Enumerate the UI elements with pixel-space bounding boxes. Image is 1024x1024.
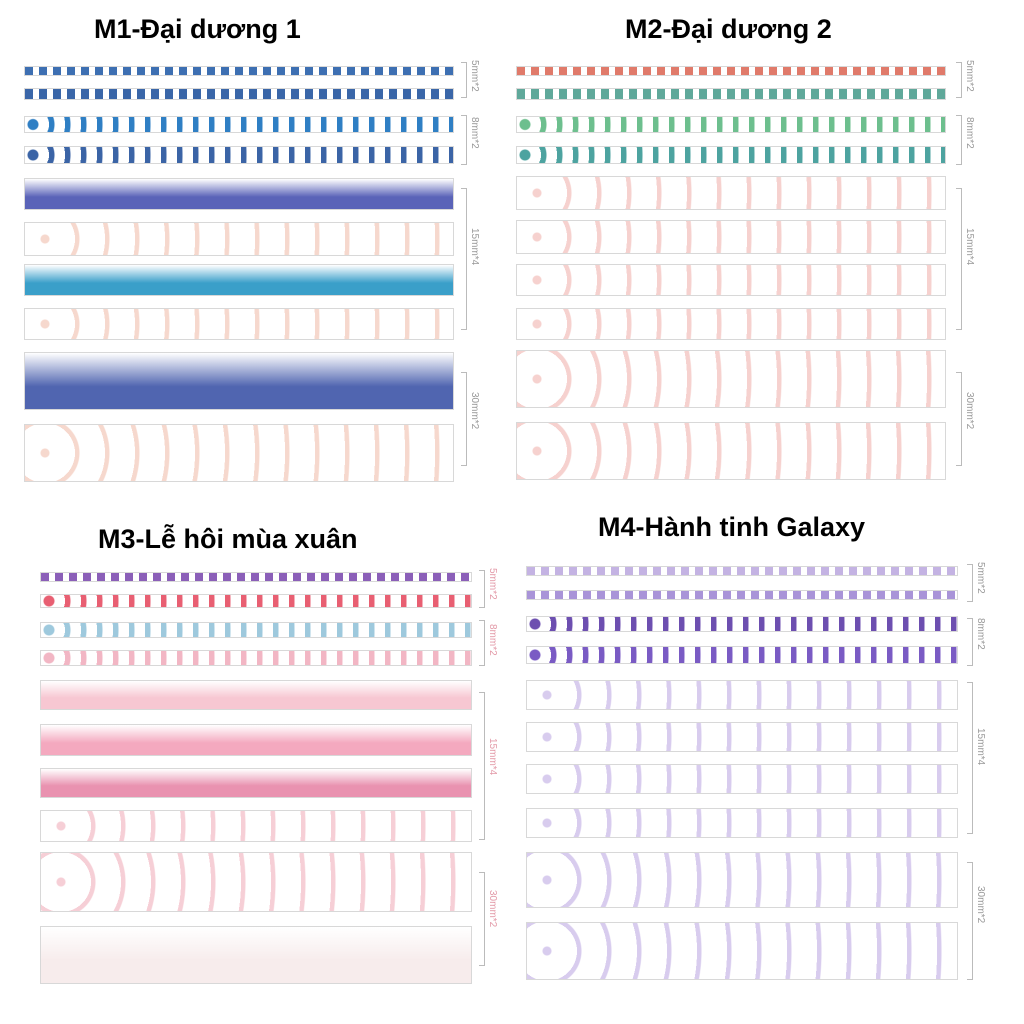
washi-tape-strip bbox=[40, 650, 472, 666]
washi-tape-strip bbox=[24, 352, 454, 410]
size-bracket bbox=[479, 570, 485, 608]
size-label: 15mm*4 bbox=[975, 728, 986, 766]
panel-title-m1: M1-Đại dương 1 bbox=[94, 14, 301, 44]
washi-tape-strip bbox=[40, 594, 472, 608]
washi-tape-strip bbox=[526, 566, 958, 576]
washi-tape-strip bbox=[40, 724, 472, 756]
size-label: 8mm*2 bbox=[487, 624, 498, 656]
washi-tape-strip bbox=[24, 146, 454, 164]
size-label: 8mm*2 bbox=[964, 117, 975, 149]
washi-tape-strip bbox=[24, 178, 454, 210]
washi-tape-strip bbox=[526, 616, 958, 632]
washi-tape-strip bbox=[516, 422, 946, 480]
size-label: 5mm*2 bbox=[469, 60, 480, 92]
size-bracket bbox=[461, 188, 467, 330]
size-bracket bbox=[956, 188, 962, 330]
washi-tape-strip bbox=[516, 88, 946, 100]
washi-tape-strip bbox=[516, 308, 946, 340]
size-label: 8mm*2 bbox=[975, 618, 986, 650]
washi-tape-strip bbox=[516, 176, 946, 210]
panel-title-m3: M3-Lễ hôi mùa xuân bbox=[98, 524, 358, 554]
size-bracket bbox=[967, 618, 973, 666]
washi-tape-strip bbox=[40, 926, 472, 984]
washi-tape-strip bbox=[24, 88, 454, 100]
size-bracket bbox=[967, 564, 973, 602]
washi-tape-strip bbox=[526, 764, 958, 794]
size-bracket bbox=[461, 372, 467, 466]
washi-tape-strip bbox=[526, 808, 958, 838]
washi-tape-strip bbox=[40, 852, 472, 912]
washi-tape-strip bbox=[40, 572, 472, 582]
washi-tape-strip bbox=[526, 646, 958, 664]
size-bracket bbox=[461, 115, 467, 165]
washi-tape-strip bbox=[24, 116, 454, 133]
washi-tape-strip bbox=[24, 308, 454, 340]
washi-tape-strip bbox=[40, 768, 472, 798]
size-bracket bbox=[461, 62, 467, 98]
size-label: 30mm*2 bbox=[487, 890, 498, 928]
washi-tape-strip bbox=[24, 264, 454, 296]
washi-tape-strip bbox=[526, 680, 958, 710]
washi-tape-strip bbox=[516, 66, 946, 76]
washi-tape-strip bbox=[24, 222, 454, 256]
washi-tape-strip bbox=[526, 922, 958, 980]
size-label: 5mm*2 bbox=[975, 562, 986, 594]
size-bracket bbox=[479, 872, 485, 966]
size-bracket bbox=[967, 682, 973, 834]
size-label: 15mm*4 bbox=[469, 228, 480, 266]
washi-tape-strip bbox=[40, 680, 472, 710]
washi-tape-strip bbox=[40, 622, 472, 638]
size-bracket bbox=[956, 372, 962, 466]
size-label: 5mm*2 bbox=[487, 568, 498, 600]
size-bracket bbox=[479, 692, 485, 840]
size-bracket bbox=[956, 62, 962, 98]
washi-tape-strip bbox=[24, 424, 454, 482]
size-label: 5mm*2 bbox=[964, 60, 975, 92]
washi-tape-strip bbox=[526, 590, 958, 600]
washi-tape-strip bbox=[516, 264, 946, 296]
size-label: 8mm*2 bbox=[469, 117, 480, 149]
size-bracket bbox=[956, 115, 962, 165]
panel-title-m4: M4-Hành tinh Galaxy bbox=[598, 512, 866, 542]
size-label: 15mm*4 bbox=[487, 738, 498, 776]
washi-tape-strip bbox=[516, 220, 946, 254]
washi-tape-strip bbox=[40, 810, 472, 842]
washi-tape-strip bbox=[526, 722, 958, 752]
size-bracket bbox=[479, 620, 485, 666]
washi-tape-strip bbox=[516, 350, 946, 408]
size-label: 15mm*4 bbox=[964, 228, 975, 266]
size-bracket bbox=[967, 862, 973, 980]
washi-tape-strip bbox=[24, 66, 454, 76]
panel-title-m2: M2-Đại dương 2 bbox=[625, 14, 832, 44]
washi-tape-strip bbox=[516, 146, 946, 164]
washi-tape-strip bbox=[526, 852, 958, 908]
size-label: 30mm*2 bbox=[964, 392, 975, 430]
size-label: 30mm*2 bbox=[975, 886, 986, 924]
size-label: 30mm*2 bbox=[469, 392, 480, 430]
washi-tape-strip bbox=[516, 116, 946, 133]
